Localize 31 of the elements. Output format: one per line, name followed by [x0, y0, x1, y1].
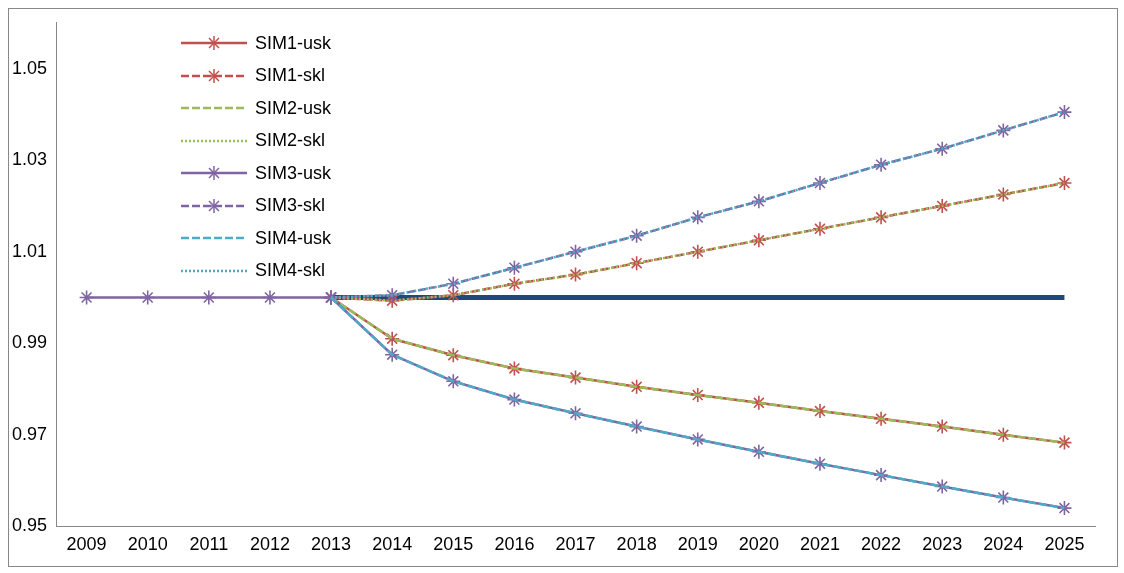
y-tick-label: 1.01	[11, 240, 48, 261]
legend-label: SIM1-usk	[255, 32, 332, 54]
y-tick-label: 0.95	[11, 515, 48, 536]
x-tick-label: 2017	[555, 534, 596, 555]
x-tick-label: 2010	[127, 534, 168, 555]
x-tick-label: 2013	[311, 534, 352, 555]
legend-label: SIM2-usk	[255, 97, 332, 119]
x-tick-label: 2015	[433, 534, 474, 555]
x-tick-label: 2021	[799, 534, 840, 555]
x-tick-label: 2014	[372, 534, 413, 555]
legend-label: SIM3-usk	[255, 162, 332, 184]
y-tick-label: 1.05	[11, 57, 48, 78]
y-tick-label: 0.97	[11, 423, 48, 444]
x-tick-label: 2020	[738, 534, 779, 555]
x-tick-label: 2009	[66, 534, 107, 555]
x-tick-label: 2024	[983, 534, 1024, 555]
x-tick-label: 2011	[189, 534, 229, 555]
x-tick-label: 2016	[494, 534, 535, 555]
y-tick-label: 0.99	[11, 332, 48, 353]
x-tick-label: 2012	[249, 534, 290, 555]
legend-label: SIM2-skl	[255, 130, 326, 152]
y-tick-label: 1.03	[11, 149, 48, 170]
x-tick-label: 2023	[922, 534, 963, 555]
legend-label: SIM4-usk	[255, 227, 332, 249]
legend-label: SIM1-skl	[255, 65, 326, 87]
x-tick-label: 2019	[677, 534, 718, 555]
x-tick-label: 2018	[616, 534, 657, 555]
x-tick-label: 2022	[861, 534, 902, 555]
legend-label: SIM3-skl	[255, 195, 326, 217]
x-tick-label: 2025	[1044, 534, 1085, 555]
legend-label: SIM4-skl	[255, 260, 326, 282]
